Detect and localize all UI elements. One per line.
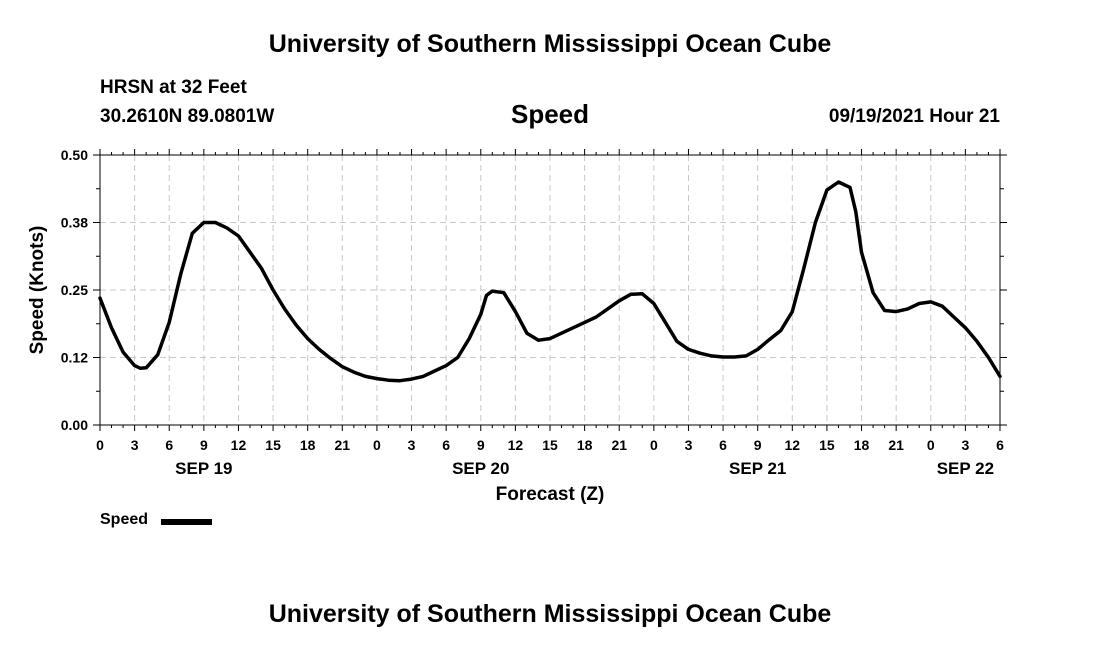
x-tick-label: 18 [300, 437, 316, 453]
x-tick-label: 15 [265, 437, 281, 453]
x-tick-label: 0 [650, 437, 658, 453]
x-tick-label: 9 [477, 437, 485, 453]
x-tick-label: 9 [200, 437, 208, 453]
y-tick-label: 0.12 [61, 350, 88, 366]
x-tick-label: 6 [719, 437, 727, 453]
x-tick-label: 9 [754, 437, 762, 453]
y-tick-label: 0.38 [61, 215, 88, 231]
series-line-speed [98, 180, 1002, 383]
x-tick-label: 3 [131, 437, 139, 453]
x-tick-label: 15 [819, 437, 835, 453]
plot-frame [99, 154, 1001, 426]
x-tick-label: 6 [442, 437, 450, 453]
date-label: SEP 19 [175, 459, 232, 478]
x-tick-label: 0 [96, 437, 104, 453]
x-tick-label: 0 [927, 437, 935, 453]
y-tick-label: 0.50 [61, 147, 88, 163]
x-tick-label: 15 [542, 437, 558, 453]
x-tick-label: 12 [231, 437, 247, 453]
x-tick-label: 3 [408, 437, 416, 453]
x-tick-label: 18 [577, 437, 593, 453]
x-tick-label: 21 [335, 437, 351, 453]
date-label: SEP 20 [452, 459, 509, 478]
plot-title: Speed [510, 99, 590, 129]
y-tick-label: 0.00 [61, 417, 88, 433]
x-tick-label: 6 [996, 437, 1004, 453]
date-label: SEP 21 [729, 459, 786, 478]
x-tick-label: 3 [685, 437, 693, 453]
x-tick-label: 12 [508, 437, 524, 453]
series-lines [98, 180, 1002, 383]
coordinates-label: 30.2610N 89.0801W [100, 106, 275, 127]
x-axis-label: Forecast (Z) [496, 484, 605, 505]
x-tick-label: 12 [785, 437, 801, 453]
x-tick-label: 18 [854, 437, 870, 453]
x-tick-label: 6 [165, 437, 173, 453]
station-label: HRSN at 32 Feet [100, 77, 247, 98]
date-label: SEP 22 [937, 459, 994, 478]
footer-title: University of Southern Mississippi Ocean… [268, 600, 832, 628]
forecast-datetime: 09/19/2021 Hour 21 [828, 106, 1000, 127]
x-tick-label: 21 [611, 437, 627, 453]
y-tick-label: 0.25 [61, 282, 88, 298]
y-axis-ticks: 0.00 0.12 0.25 0.38 0.50 [61, 147, 1007, 433]
legend-label: Speed [100, 511, 148, 528]
legend-swatch [161, 519, 212, 525]
x-tick-label: 21 [888, 437, 904, 453]
y-axis-label: Speed (Knots) [27, 226, 48, 355]
legend: Speed [100, 511, 212, 528]
x-tick-label: 0 [373, 437, 381, 453]
x-tick-label: 3 [961, 437, 969, 453]
grid-lines [100, 155, 1000, 425]
x-axis-ticks: 0 3 6 9 12 15 18 21 0 3 6 9 12 15 18 21 0 3 6 9 12 15 18 21 0 3 6S… [96, 149, 1004, 478]
page-title: University of Southern Mississippi Ocean… [268, 30, 832, 58]
